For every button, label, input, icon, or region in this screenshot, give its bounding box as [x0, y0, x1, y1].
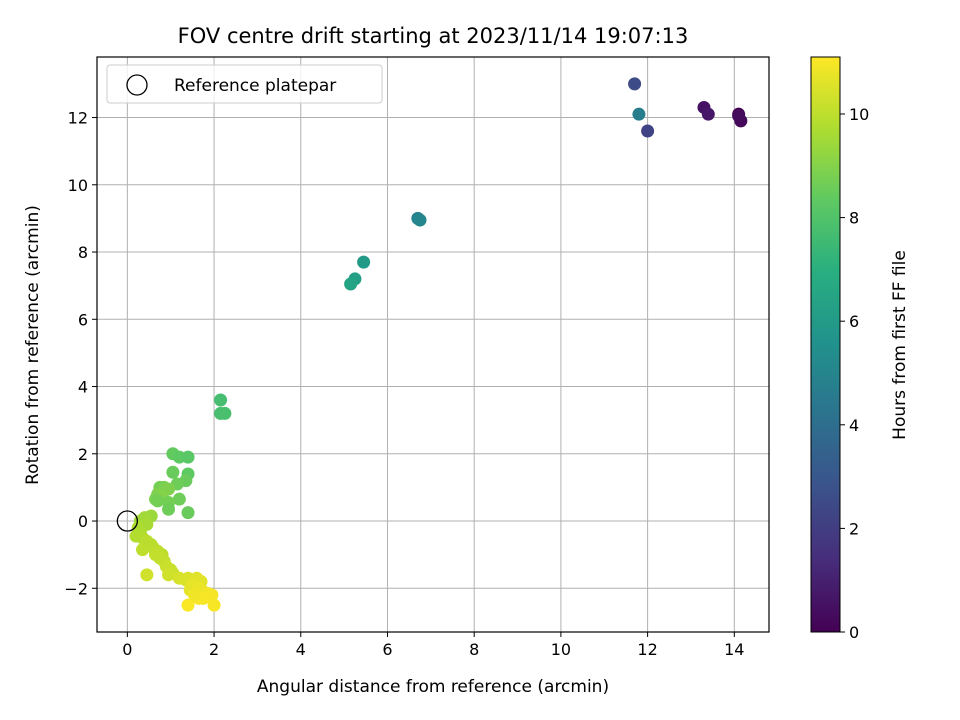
x-tick-label: 6 [382, 640, 392, 659]
data-point [162, 502, 176, 516]
colorbar-tick-label: 0 [849, 623, 859, 642]
data-point [181, 598, 195, 612]
y-axis-label: Rotation from reference (arcmin) [23, 205, 43, 485]
x-tick-label: 4 [296, 640, 306, 659]
reference-marker [116, 510, 138, 532]
data-point [151, 494, 165, 508]
y-tick-label: 2 [78, 445, 88, 464]
colorbar-gradient [811, 57, 840, 632]
legend-box [106, 64, 383, 104]
data-point [732, 109, 746, 123]
y-axis-ticks: −2 0 2 4 6 8 10 12 [64, 109, 97, 598]
reference-platepar-point [116, 510, 138, 532]
data-point [628, 77, 642, 91]
data-point [632, 107, 646, 121]
data-point [207, 598, 221, 612]
y-tick-label: 4 [78, 378, 88, 397]
data-point [357, 255, 371, 269]
x-tick-label: 2 [209, 640, 219, 659]
y-tick-label: 12 [68, 109, 88, 128]
colorbar-tick-label: 6 [849, 312, 859, 331]
x-tick-label: 8 [469, 640, 479, 659]
x-axis-label: Angular distance from reference (arcmin) [257, 677, 609, 697]
chart-title: FOV centre drift starting at 2023/11/14 … [178, 24, 689, 48]
data-point [162, 568, 176, 582]
colorbar-tick-label: 2 [849, 519, 859, 538]
data-point [136, 543, 150, 557]
legend: Reference platepar [106, 64, 383, 104]
data-point [172, 492, 186, 506]
y-tick-label: 8 [78, 243, 88, 262]
data-point [218, 406, 232, 420]
data-point [413, 213, 427, 227]
data-point [188, 588, 202, 602]
data-point [166, 465, 180, 479]
x-tick-label: 10 [551, 640, 571, 659]
x-tick-label: 0 [122, 640, 132, 659]
data-point [140, 568, 154, 582]
legend-label: Reference platepar [174, 76, 336, 96]
grid-lines [97, 57, 769, 632]
data-point [344, 277, 358, 291]
data-point [641, 124, 655, 138]
colorbar-tick-label: 4 [849, 416, 859, 435]
x-tick-label: 14 [724, 640, 744, 659]
colorbar-ticks: 0 2 4 6 8 10 [840, 105, 869, 642]
colorbar-tick-label: 10 [849, 105, 869, 124]
x-axis-ticks: 0 2 4 6 8 10 12 14 [122, 632, 744, 659]
y-tick-label: 6 [78, 310, 88, 329]
y-tick-label: 10 [68, 176, 88, 195]
colorbar-label: Hours from first FF file [890, 250, 910, 440]
data-points [129, 77, 748, 612]
y-tick-label: 0 [78, 512, 88, 531]
x-tick-label: 12 [637, 640, 657, 659]
plot-frame [96, 56, 770, 633]
data-point [181, 506, 195, 520]
colorbar-tick-label: 8 [849, 209, 859, 228]
data-point [701, 107, 715, 121]
data-point [181, 450, 195, 464]
colorbar: 0 2 4 6 8 10 Hours from first FF file [810, 56, 910, 642]
data-point [214, 393, 228, 407]
colorbar-frame [810, 56, 841, 633]
legend-marker-reference [126, 74, 148, 96]
y-tick-label: −2 [64, 579, 88, 598]
